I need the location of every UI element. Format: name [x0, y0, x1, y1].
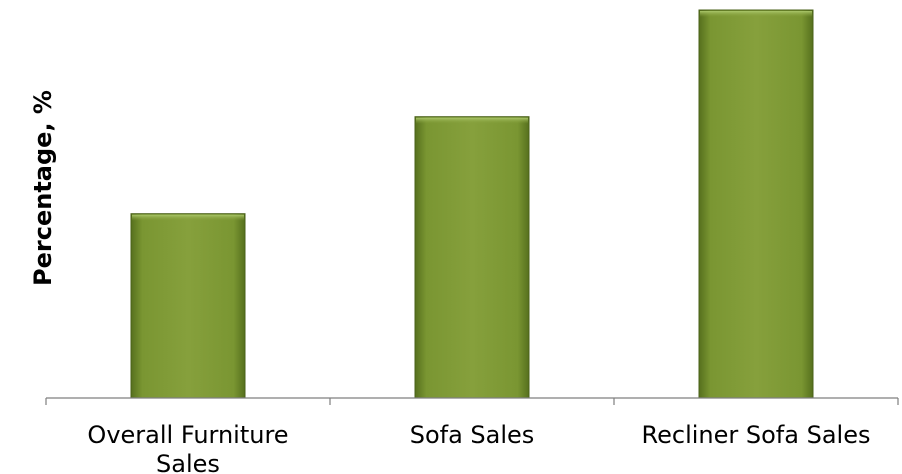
x-tick-label-3: Recliner Sofa Sales [642, 421, 871, 449]
bar-highlight-2 [416, 117, 528, 124]
bars-group [130, 9, 814, 399]
bar-3 [698, 9, 814, 399]
y-axis-label: Percentage, % [29, 90, 57, 286]
x-tick-label-2: Sofa Sales [410, 421, 535, 449]
x-axis-ticks [45, 398, 899, 405]
x-tick-label-1-line-2: Sales [156, 450, 220, 474]
bar-2 [414, 116, 530, 399]
bar-highlight-3 [700, 11, 812, 17]
x-tick-label-1-line-1: Overall Furniture [87, 421, 288, 449]
bar-1 [130, 213, 246, 399]
bar-highlight-1 [132, 214, 244, 221]
